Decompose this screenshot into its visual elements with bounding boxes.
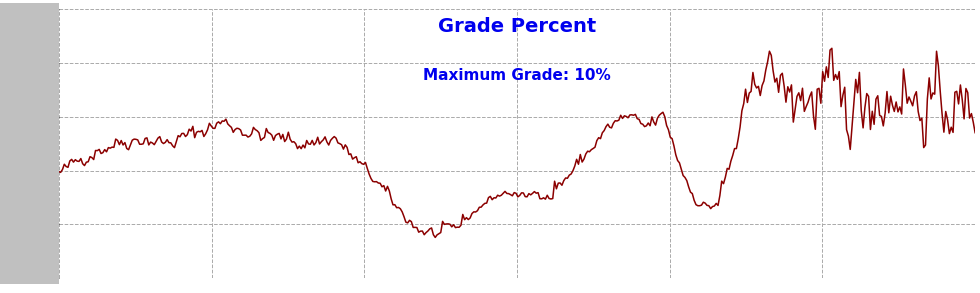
Text: Grade Percent: Grade Percent bbox=[438, 17, 596, 36]
Bar bbox=[0, 4, 59, 284]
Text: Maximum Grade: 10%: Maximum Grade: 10% bbox=[423, 68, 611, 83]
